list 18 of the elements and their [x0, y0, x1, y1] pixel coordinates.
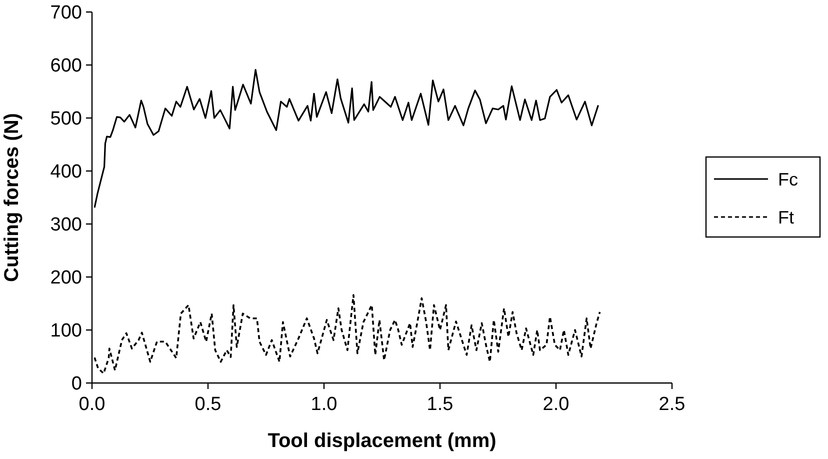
x-tick-label: 1.0: [310, 394, 338, 415]
y-tick-label: 700: [50, 2, 82, 24]
x-axis-title: Tool displacement (mm): [268, 430, 496, 452]
x-tick-label: 2.0: [542, 394, 570, 415]
legend-label: Ft: [778, 207, 794, 228]
y-tick-label: 100: [50, 320, 82, 342]
x-tick-label: 1.5: [426, 394, 454, 415]
y-tick-label: 0: [71, 374, 82, 395]
x-tick-label: 0.5: [194, 394, 222, 415]
y-tick-label: 500: [50, 108, 82, 130]
y-tick-label: 300: [50, 214, 82, 236]
y-axis-title: Cutting forces (N): [1, 113, 23, 282]
x-tick-label: 2.5: [658, 394, 686, 415]
y-tick-label: 200: [50, 268, 82, 289]
x-tick-label: 0.0: [78, 394, 106, 415]
y-tick-label: 600: [50, 56, 82, 77]
legend-label: Fc: [778, 169, 798, 190]
y-tick-label: 400: [50, 162, 82, 183]
